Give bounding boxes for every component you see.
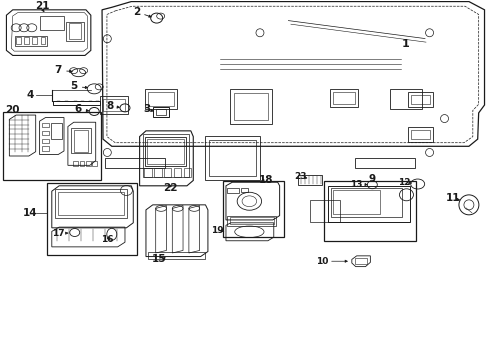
Text: 3: 3 <box>143 104 150 114</box>
Text: 18: 18 <box>259 175 273 185</box>
Bar <box>53 101 100 105</box>
Bar <box>354 158 414 168</box>
Bar <box>144 168 151 177</box>
Text: 5: 5 <box>70 81 77 91</box>
Bar <box>32 37 37 44</box>
Bar <box>66 22 83 41</box>
Text: 4: 4 <box>26 90 34 100</box>
Bar <box>58 192 124 215</box>
Text: 7: 7 <box>54 65 61 75</box>
Text: 11: 11 <box>445 193 460 203</box>
Bar <box>155 109 165 115</box>
Bar <box>92 161 97 166</box>
Bar <box>15 36 47 46</box>
Bar <box>24 37 29 44</box>
Bar <box>323 181 415 242</box>
Text: 2: 2 <box>133 6 141 17</box>
Text: 13: 13 <box>350 180 362 189</box>
Bar <box>55 189 127 218</box>
Text: 16: 16 <box>101 235 113 244</box>
Bar <box>163 168 171 177</box>
Bar <box>51 123 61 139</box>
Bar <box>328 186 409 222</box>
Bar <box>71 129 91 153</box>
Text: 6: 6 <box>74 104 81 114</box>
Bar <box>410 130 428 139</box>
Bar <box>154 168 161 177</box>
Text: 10: 10 <box>316 257 328 266</box>
Bar <box>234 93 267 120</box>
Bar <box>42 139 49 143</box>
Bar <box>73 161 78 166</box>
Bar <box>144 137 186 166</box>
Bar <box>229 217 273 224</box>
Bar <box>74 130 88 152</box>
Bar <box>42 146 49 150</box>
Bar <box>407 127 432 141</box>
Bar <box>47 183 137 255</box>
Bar <box>69 23 81 39</box>
Bar <box>147 252 205 259</box>
Bar <box>146 139 184 164</box>
Bar <box>103 99 125 111</box>
Bar <box>105 158 165 168</box>
Text: 20: 20 <box>5 105 20 116</box>
Bar <box>298 175 322 185</box>
Bar <box>389 89 421 109</box>
Bar <box>407 93 432 107</box>
Bar <box>16 37 21 44</box>
Text: 17: 17 <box>52 229 64 238</box>
Text: 23: 23 <box>294 172 306 181</box>
Bar <box>142 134 189 177</box>
Text: 8: 8 <box>106 101 114 111</box>
Text: 9: 9 <box>368 174 375 184</box>
Bar <box>80 161 84 166</box>
Text: 22: 22 <box>163 183 177 193</box>
Bar <box>222 181 283 237</box>
Bar <box>40 16 64 30</box>
Text: 14: 14 <box>22 208 37 218</box>
Bar <box>41 37 45 44</box>
Bar <box>42 123 49 127</box>
Bar <box>86 161 91 166</box>
Text: 15: 15 <box>152 255 166 265</box>
Bar <box>309 201 339 222</box>
Bar <box>331 188 401 217</box>
Bar <box>354 258 366 264</box>
Bar <box>227 216 276 226</box>
Text: 12: 12 <box>397 178 410 187</box>
Bar <box>229 89 271 123</box>
Bar <box>410 95 428 104</box>
Bar <box>42 131 49 135</box>
Text: 21: 21 <box>35 1 49 11</box>
Bar <box>332 92 354 104</box>
Bar <box>145 89 177 109</box>
Bar <box>148 92 174 105</box>
Text: 19: 19 <box>211 226 224 235</box>
Bar <box>152 107 168 117</box>
Bar <box>329 89 357 107</box>
Bar <box>240 188 247 192</box>
Bar <box>209 140 255 176</box>
Text: 1: 1 <box>401 39 408 49</box>
Bar <box>3 112 101 180</box>
Bar <box>333 190 379 214</box>
Bar <box>173 168 181 177</box>
Bar <box>183 168 190 177</box>
Bar <box>100 96 128 113</box>
Bar <box>204 135 260 180</box>
Bar <box>226 188 239 193</box>
